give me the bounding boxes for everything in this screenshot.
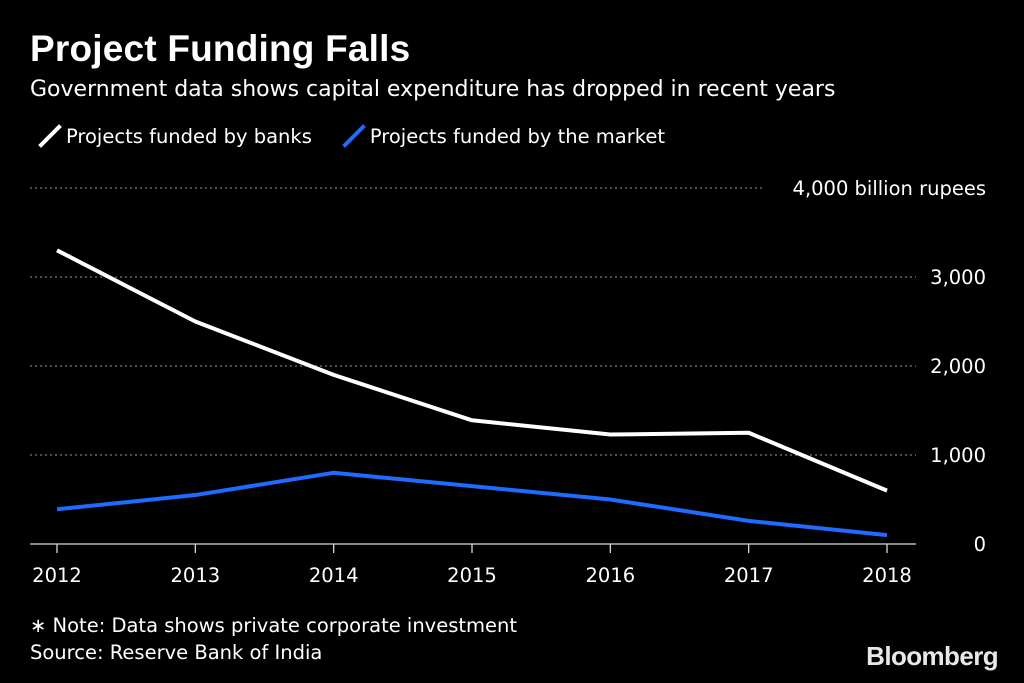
chart-legend: Projects funded by banks Projects funded… — [38, 124, 695, 148]
y-tick-label: 4,000 billion rupees — [793, 177, 986, 200]
legend-line-banks — [38, 124, 62, 148]
x-tick-label: 2014 — [309, 564, 359, 587]
x-tick-label: 2016 — [586, 564, 636, 587]
x-tick-label: 2012 — [32, 564, 82, 587]
legend-label-market: Projects funded by the market — [369, 124, 666, 148]
chart-subtitle: Government data shows capital expenditur… — [30, 77, 836, 102]
legend-item-banks: Projects funded by banks — [38, 124, 312, 148]
bloomberg-logo: Bloomberg — [866, 641, 998, 671]
legend-line-market — [342, 124, 366, 148]
source-text: Source: Reserve Bank of India — [30, 641, 323, 664]
x-tick-label: 2015 — [447, 564, 497, 587]
legend-label-banks: Projects funded by banks — [66, 124, 312, 148]
y-tick-label: 0 — [974, 533, 986, 556]
x-tick-label: 2017 — [724, 564, 774, 587]
x-tick-label: 2013 — [171, 564, 221, 587]
y-axis-labels: 0 1,000 2,000 3,000 4,000 billion rupees — [793, 177, 986, 556]
legend-swatch-banks — [38, 124, 62, 148]
footnote: ∗ Note: Data shows private corporate inv… — [30, 612, 517, 666]
note-text: ∗ Note: Data shows private corporate inv… — [30, 614, 518, 637]
y-tick-label: 1,000 — [930, 444, 986, 467]
y-tick-label: 2,000 — [930, 355, 986, 378]
chart-title: Project Funding Falls — [30, 28, 411, 69]
series-line-market — [56, 470, 888, 538]
series-lines — [56, 248, 888, 538]
x-axis — [30, 543, 916, 553]
x-tick-label: 2018 — [862, 564, 912, 587]
legend-swatch-market — [342, 124, 366, 148]
x-axis-labels: 2012 2013 2014 2015 2016 2017 2018 — [32, 564, 912, 587]
y-tick-label: 3,000 — [930, 266, 986, 289]
legend-item-market: Projects funded by the market — [342, 124, 665, 148]
gridlines — [30, 187, 916, 456]
